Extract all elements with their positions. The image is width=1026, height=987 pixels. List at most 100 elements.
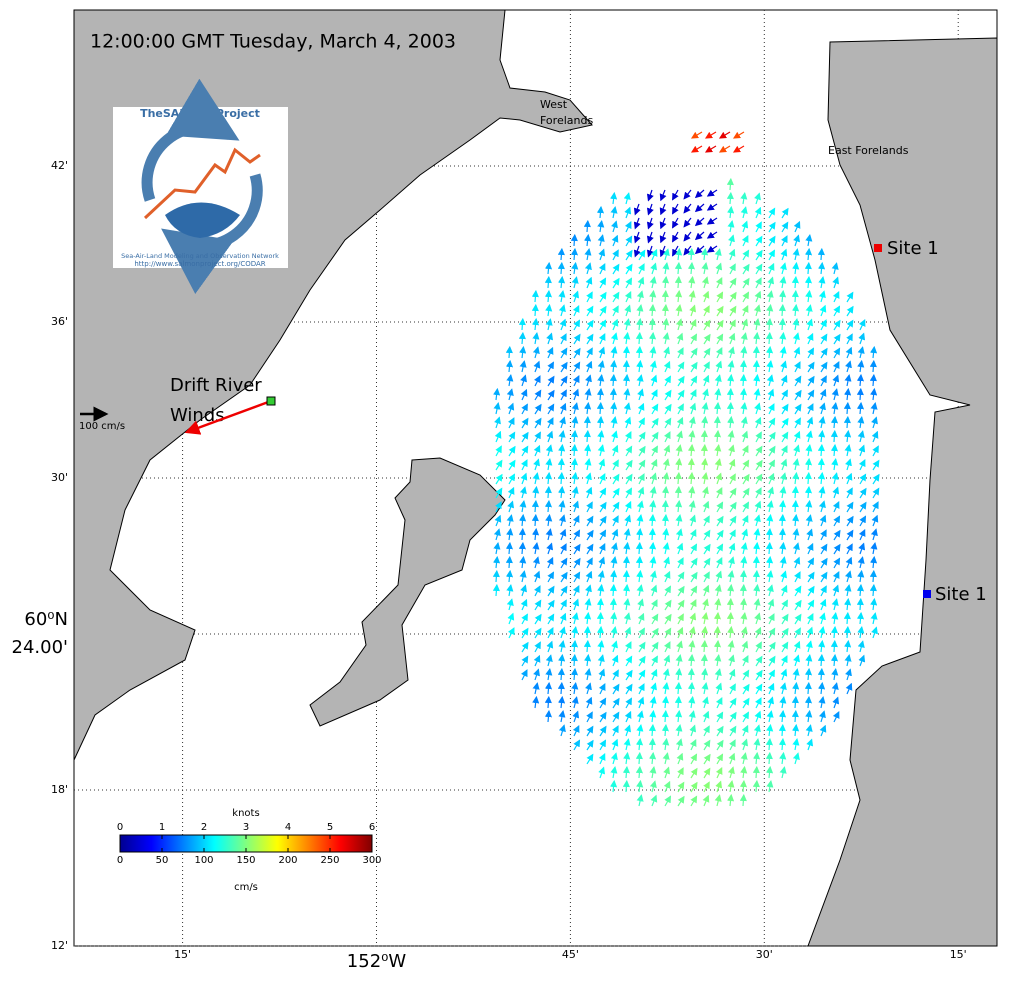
current-vector bbox=[856, 611, 865, 625]
current-vector bbox=[493, 528, 501, 541]
current-vector bbox=[572, 375, 580, 387]
current-vector bbox=[805, 640, 813, 653]
current-vector bbox=[571, 681, 579, 695]
current-vector bbox=[713, 429, 722, 443]
current-vector bbox=[505, 541, 514, 555]
current-vector bbox=[534, 585, 541, 597]
current-vector bbox=[807, 557, 815, 569]
current-vector bbox=[703, 571, 710, 583]
current-vector bbox=[597, 429, 605, 443]
current-vector bbox=[820, 529, 827, 541]
current-vector bbox=[573, 361, 581, 373]
current-vector bbox=[637, 696, 645, 709]
current-vector bbox=[689, 599, 697, 611]
current-vector bbox=[583, 219, 591, 233]
place-label: East Forelands bbox=[828, 144, 909, 157]
lat-tick-label: 36' bbox=[51, 315, 68, 328]
current-vector bbox=[570, 429, 579, 443]
current-vector bbox=[683, 231, 692, 242]
current-vector bbox=[558, 514, 566, 527]
current-vector bbox=[817, 247, 825, 261]
current-vector bbox=[672, 203, 679, 215]
current-vector bbox=[612, 459, 619, 471]
current-vector bbox=[718, 145, 731, 153]
current-vector bbox=[557, 247, 565, 261]
current-vector bbox=[857, 359, 865, 373]
current-vector bbox=[689, 389, 697, 401]
current-vector bbox=[612, 249, 619, 261]
current-vector bbox=[715, 682, 723, 695]
current-vector bbox=[701, 667, 709, 681]
current-vector bbox=[672, 189, 679, 201]
current-vector bbox=[650, 668, 658, 681]
current-vector bbox=[560, 375, 568, 387]
current-vector bbox=[754, 290, 762, 303]
current-vector bbox=[818, 710, 826, 723]
current-vector bbox=[545, 457, 553, 471]
current-vector bbox=[844, 444, 852, 457]
current-vector bbox=[649, 289, 657, 303]
current-vector bbox=[781, 445, 788, 457]
current-vector bbox=[767, 388, 775, 401]
current-vector bbox=[648, 541, 657, 555]
current-vector bbox=[690, 333, 698, 345]
current-vector bbox=[583, 639, 591, 653]
current-vector bbox=[830, 625, 839, 639]
current-vector bbox=[625, 697, 632, 709]
current-vector bbox=[780, 458, 788, 471]
logo-swirl bbox=[141, 78, 240, 202]
current-vector bbox=[688, 275, 696, 289]
current-vector bbox=[804, 695, 813, 709]
current-vector bbox=[690, 361, 698, 373]
current-vector bbox=[739, 779, 748, 793]
current-vector bbox=[662, 668, 670, 681]
lat-tick-label: 12' bbox=[51, 939, 68, 952]
current-vector bbox=[557, 485, 566, 499]
current-vector bbox=[636, 513, 644, 527]
current-vector bbox=[662, 261, 670, 275]
current-vector bbox=[674, 499, 683, 513]
current-vector bbox=[729, 697, 737, 709]
current-vector bbox=[726, 793, 735, 807]
current-vector bbox=[871, 416, 878, 429]
current-vector bbox=[794, 599, 802, 611]
colorbar-tick-label: 0 bbox=[117, 855, 123, 866]
current-vector bbox=[636, 374, 644, 387]
current-vector bbox=[781, 627, 789, 639]
current-vector bbox=[741, 738, 749, 751]
current-vector bbox=[492, 569, 500, 583]
current-vector bbox=[728, 444, 735, 457]
current-vector bbox=[507, 402, 515, 415]
current-vector bbox=[557, 681, 565, 695]
current-vector bbox=[793, 220, 801, 233]
current-vector bbox=[845, 682, 853, 695]
current-vector bbox=[831, 262, 839, 275]
current-vector bbox=[729, 683, 736, 695]
current-vector bbox=[506, 373, 514, 387]
current-vector bbox=[768, 627, 776, 639]
current-vector bbox=[726, 401, 734, 415]
current-vector bbox=[532, 695, 540, 709]
current-vector bbox=[520, 472, 528, 485]
current-vector bbox=[804, 667, 813, 681]
current-vector bbox=[690, 557, 698, 569]
current-vector bbox=[690, 543, 698, 555]
current-vector bbox=[557, 471, 565, 485]
current-vector bbox=[872, 501, 879, 513]
current-vector bbox=[740, 191, 748, 205]
current-vector bbox=[694, 231, 705, 241]
current-vector bbox=[806, 738, 814, 751]
current-vector bbox=[533, 458, 540, 471]
current-vector bbox=[727, 625, 735, 639]
current-vector bbox=[612, 291, 620, 303]
current-vector bbox=[755, 669, 763, 681]
current-vector bbox=[584, 401, 592, 415]
current-vector bbox=[741, 724, 749, 737]
current-vector bbox=[702, 388, 709, 401]
current-vector bbox=[571, 261, 579, 275]
current-vector bbox=[726, 191, 734, 205]
current-vector bbox=[622, 569, 630, 583]
current-vector bbox=[767, 682, 775, 695]
current-vector bbox=[559, 528, 567, 541]
current-vector bbox=[546, 640, 554, 653]
